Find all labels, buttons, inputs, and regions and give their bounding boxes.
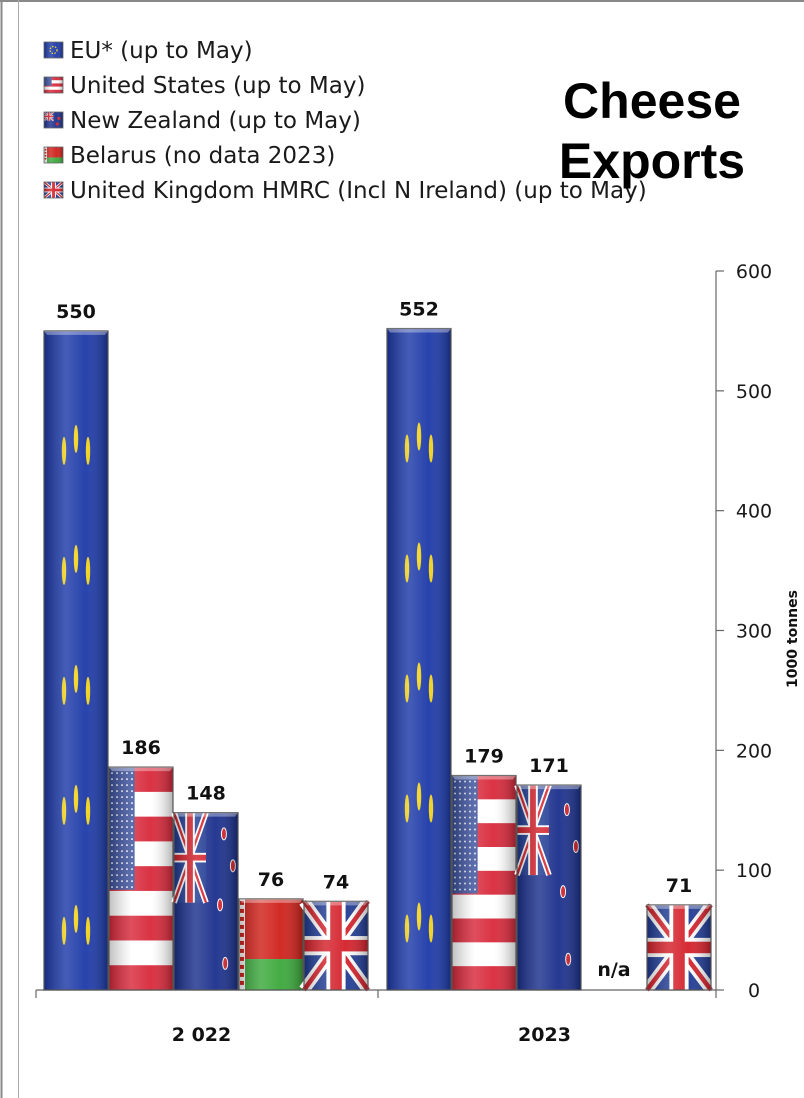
data-label: 179 — [464, 745, 504, 767]
bar-eu-2 — [386, 327, 452, 991]
y-tick-label: 600 — [736, 261, 772, 283]
y-tick-label: 300 — [736, 621, 772, 643]
bars: 550 186 148 76 74 552 179 171 n/a 71 — [43, 299, 716, 994]
y-tick-label: 200 — [736, 740, 772, 762]
legend-swatch-us-icon — [43, 76, 64, 94]
data-label: 171 — [529, 755, 569, 777]
data-label: 550 — [56, 301, 96, 323]
legend-label: EU* (up to May) — [70, 38, 253, 64]
bar-nz-1 — [171, 811, 239, 991]
data-label: 71 — [666, 875, 692, 897]
data-label: 552 — [399, 299, 439, 321]
x-category-label: 2023 — [518, 1024, 571, 1046]
data-label: 76 — [258, 869, 284, 891]
legend-label: New Zealand (up to May) — [70, 108, 361, 134]
data-label: 74 — [323, 871, 349, 893]
y-tick-label: 0 — [748, 980, 760, 1002]
bar-uk-1 — [299, 897, 373, 994]
y-axis-label: 1000 tonnes — [785, 590, 801, 688]
bar-us-2 — [451, 774, 517, 991]
legend: EU* (up to May) United States (up to May)… — [43, 38, 647, 204]
legend-swatch-nz-icon — [43, 111, 64, 129]
legend-label: United Kingdom HMRC (Incl N Ireland) (up… — [70, 178, 647, 204]
legend-label: United States (up to May) — [70, 73, 365, 99]
legend-label: Belarus (no data 2023) — [70, 143, 335, 169]
y-tick-label: 100 — [736, 860, 772, 882]
y-tick-label: 400 — [736, 501, 772, 523]
x-category-label: 2 022 — [172, 1024, 232, 1046]
data-label: 186 — [121, 737, 161, 759]
y-tick-label: 500 — [736, 381, 772, 403]
chart-title-line-2: Exports — [559, 133, 745, 189]
data-label: 148 — [186, 783, 226, 805]
bar-eu-1 — [43, 330, 109, 991]
bar-belarus-1 — [238, 898, 304, 991]
bar-us-1 — [108, 766, 174, 991]
legend-swatch-belarus-icon — [43, 146, 64, 164]
legend-swatch-uk-icon — [43, 180, 64, 200]
bar-nz-2 — [514, 784, 582, 991]
data-label: n/a — [597, 959, 630, 981]
bar-uk-2 — [642, 901, 716, 994]
legend-swatch-eu-icon — [43, 41, 64, 59]
chart-title-line-1: Cheese — [563, 73, 741, 129]
